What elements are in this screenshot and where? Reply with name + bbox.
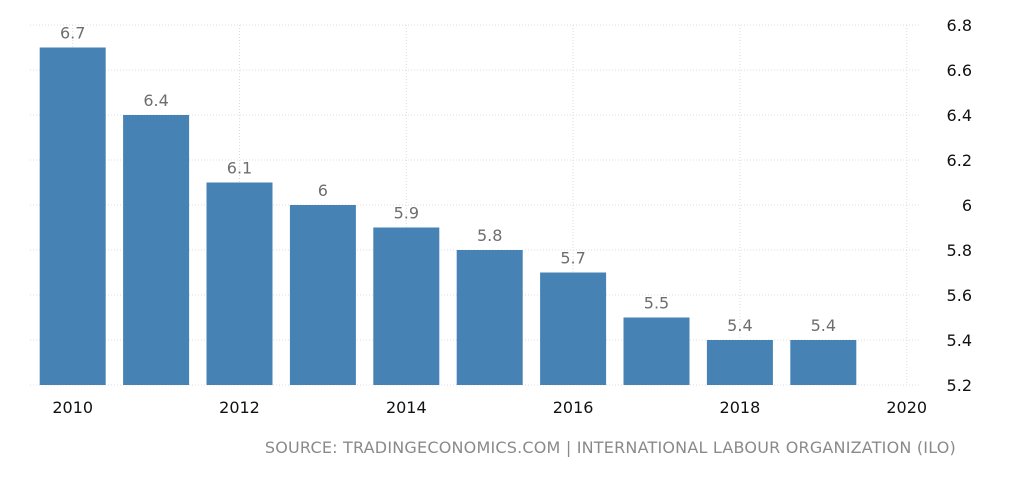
y-tick-label: 5.4 <box>947 331 972 350</box>
x-tick-label: 2012 <box>219 398 260 417</box>
x-tick-label: 2018 <box>720 398 761 417</box>
bar <box>289 205 356 385</box>
data-label: 6 <box>318 181 328 200</box>
y-tick-label: 6.6 <box>947 61 972 80</box>
data-label: 5.7 <box>560 249 585 268</box>
data-label: 5.4 <box>727 316 752 335</box>
data-label: 5.8 <box>477 226 502 245</box>
y-tick-label: 5.2 <box>947 376 972 395</box>
bar <box>123 115 190 385</box>
y-tick-label: 6.8 <box>947 16 972 35</box>
x-tick-label: 2010 <box>52 398 93 417</box>
data-label: 6.1 <box>227 159 252 178</box>
y-tick-label: 5.8 <box>947 241 972 260</box>
data-label: 6.4 <box>143 91 168 110</box>
data-label: 5.5 <box>644 294 669 313</box>
data-label: 5.4 <box>811 316 836 335</box>
bar <box>540 272 607 385</box>
y-tick-label: 6.2 <box>947 151 972 170</box>
bar <box>623 317 690 385</box>
x-tick-label: 2020 <box>886 398 927 417</box>
data-label: 6.7 <box>60 24 85 43</box>
data-label: 5.9 <box>394 204 419 223</box>
bar <box>790 340 857 385</box>
bar <box>39 47 106 385</box>
y-tick-label: 6 <box>962 196 972 215</box>
y-tick-label: 5.6 <box>947 286 972 305</box>
x-tick-label: 2014 <box>386 398 427 417</box>
bar <box>206 182 273 385</box>
bar <box>456 250 523 385</box>
bar <box>373 227 440 385</box>
bar <box>706 340 773 385</box>
x-tick-label: 2016 <box>553 398 594 417</box>
source-note: SOURCE: TRADINGECONOMICS.COM | INTERNATI… <box>264 438 956 457</box>
y-tick-label: 6.4 <box>947 106 972 125</box>
